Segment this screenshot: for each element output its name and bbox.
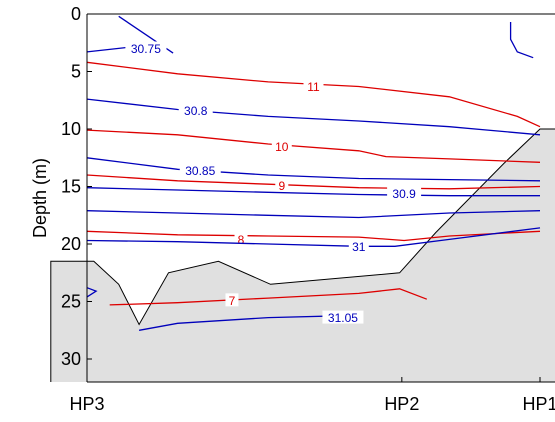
contour-label-bg-14 [322, 310, 364, 324]
contour-label-bg-3 [303, 79, 324, 93]
temperature-contour-7 [86, 174, 541, 190]
contour-label-14: 31.05 [328, 311, 358, 325]
contour-label-bg-5 [271, 139, 292, 153]
contour-label-bg-4 [178, 103, 213, 117]
axis-labels: 0 5 10 15 20 25 30 HP3 HP2 HP1 [61, 4, 555, 414]
contour-label-bg-11 [348, 239, 369, 253]
salinity-contour-14 [138, 314, 359, 331]
salinity-contour-2 [509, 22, 534, 59]
contour-label-bg-1 [125, 41, 167, 55]
contour-label-4: 30.8 [184, 104, 208, 118]
seabed-area [50, 128, 555, 382]
contour-label-bg-13 [225, 293, 239, 307]
y-tick-label-20: 20 [61, 234, 81, 254]
salinity-contour-9 [86, 210, 541, 219]
salinity-contour-8 [86, 187, 540, 197]
salinity-contour-12 [86, 287, 98, 298]
y-axis-title: Depth (m) [30, 158, 50, 238]
station-label-HP1: HP1 [522, 394, 555, 414]
y-tick-label-5: 5 [71, 62, 81, 82]
y-tick-label-0: 0 [71, 4, 81, 24]
contour-label-bg-10 [234, 232, 248, 246]
contour-label-bg-8 [387, 186, 422, 200]
contour-label-10: 8 [238, 233, 245, 247]
y-tick-label-30: 30 [61, 349, 81, 369]
temperature-contour-3 [86, 61, 541, 128]
y-tick-label-10: 10 [61, 119, 81, 139]
station-label-HP2: HP2 [384, 394, 419, 414]
temperature-contour-5 [86, 129, 541, 163]
contour-label-bg-7 [275, 178, 289, 192]
salinity-contour-4 [86, 98, 541, 136]
salinity-contour-6 [86, 157, 541, 182]
y-tick-label-25: 25 [61, 292, 81, 312]
contour-label-13: 7 [229, 294, 236, 308]
temperature-contour-13 [109, 288, 428, 306]
contour-label-5: 10 [275, 140, 289, 154]
y-tick-label-15: 15 [61, 177, 81, 197]
contour-label-1: 30.75 [131, 42, 161, 56]
contour-label-bg-6 [179, 163, 221, 177]
station-label-HP3: HP3 [69, 394, 104, 414]
contour-label-7: 9 [278, 179, 285, 193]
contour-label-11: 31 [352, 240, 366, 254]
contour-label-6: 30.85 [185, 164, 215, 178]
temperature-contour-10 [86, 230, 541, 242]
axes [86, 13, 555, 383]
contour-label-8: 30.9 [392, 187, 416, 201]
contour-label-3: 11 [307, 80, 320, 94]
